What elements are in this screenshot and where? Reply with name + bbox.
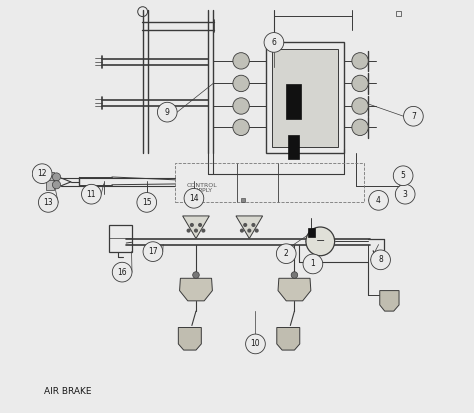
Circle shape	[190, 223, 194, 227]
Circle shape	[352, 53, 368, 69]
Circle shape	[246, 334, 265, 354]
Circle shape	[194, 228, 198, 233]
Bar	[109, 225, 132, 252]
Text: 11: 11	[87, 190, 96, 199]
Bar	[46, 180, 55, 190]
Circle shape	[233, 119, 249, 135]
Circle shape	[184, 188, 204, 208]
Text: 13: 13	[44, 198, 53, 207]
Circle shape	[198, 223, 202, 227]
Text: 14: 14	[189, 194, 199, 203]
Bar	[286, 85, 301, 119]
Text: AIR BRAKE: AIR BRAKE	[44, 387, 91, 396]
Circle shape	[38, 192, 58, 212]
Polygon shape	[180, 278, 212, 301]
Text: 2: 2	[284, 249, 289, 258]
Circle shape	[53, 173, 61, 181]
Circle shape	[276, 244, 296, 263]
Text: CONTROL
SUPPLY: CONTROL SUPPLY	[187, 183, 218, 193]
Bar	[396, 11, 401, 16]
Text: 8: 8	[378, 255, 383, 264]
Polygon shape	[277, 328, 300, 350]
Bar	[399, 169, 403, 173]
Circle shape	[371, 250, 391, 270]
Bar	[399, 193, 403, 197]
Text: 12: 12	[37, 169, 47, 178]
Text: −: −	[316, 236, 325, 247]
Circle shape	[233, 98, 249, 114]
Circle shape	[251, 223, 255, 227]
Bar	[308, 228, 315, 237]
Text: 15: 15	[142, 198, 152, 207]
Text: 17: 17	[148, 247, 158, 256]
Circle shape	[264, 33, 284, 52]
Polygon shape	[182, 216, 210, 238]
Text: 6: 6	[272, 38, 276, 47]
Circle shape	[243, 223, 247, 227]
Bar	[266, 43, 344, 153]
Circle shape	[352, 75, 368, 92]
Circle shape	[291, 272, 298, 278]
Circle shape	[157, 102, 177, 122]
Text: 7: 7	[411, 112, 416, 121]
Text: 9: 9	[165, 108, 170, 116]
Text: 16: 16	[118, 268, 127, 277]
Circle shape	[233, 53, 249, 69]
Circle shape	[112, 262, 132, 282]
Circle shape	[255, 228, 259, 233]
Circle shape	[187, 228, 191, 233]
Text: 4: 4	[376, 196, 381, 205]
Circle shape	[240, 228, 244, 233]
Circle shape	[193, 272, 199, 278]
Bar	[288, 135, 300, 159]
Circle shape	[137, 192, 156, 212]
Text: 10: 10	[251, 339, 260, 349]
Circle shape	[32, 164, 52, 183]
Polygon shape	[178, 328, 201, 350]
Bar	[46, 172, 55, 182]
Polygon shape	[278, 278, 311, 301]
Circle shape	[403, 107, 423, 126]
Circle shape	[233, 75, 249, 92]
Circle shape	[303, 254, 323, 274]
Circle shape	[53, 180, 61, 189]
Circle shape	[369, 190, 388, 210]
Text: 3: 3	[403, 190, 408, 199]
Circle shape	[82, 184, 101, 204]
Circle shape	[352, 119, 368, 135]
Text: 1: 1	[310, 259, 315, 268]
Circle shape	[306, 227, 335, 256]
Circle shape	[352, 98, 368, 114]
Polygon shape	[236, 216, 263, 238]
Bar	[399, 181, 403, 185]
Circle shape	[393, 166, 413, 185]
Text: 5: 5	[401, 171, 406, 180]
Bar	[272, 49, 337, 147]
Bar	[241, 198, 245, 202]
Circle shape	[247, 228, 251, 233]
Circle shape	[143, 242, 163, 261]
Bar	[175, 164, 364, 202]
Polygon shape	[380, 291, 399, 311]
Circle shape	[201, 228, 205, 233]
Circle shape	[395, 184, 415, 204]
